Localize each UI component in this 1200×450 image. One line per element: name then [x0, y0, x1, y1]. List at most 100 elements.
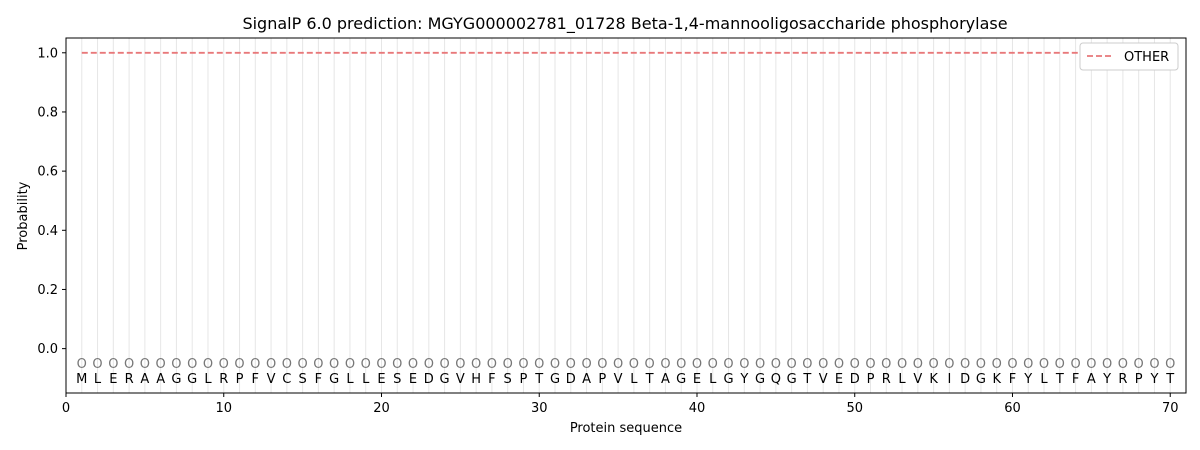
residue-label: G: [787, 372, 797, 387]
state-label: O: [187, 357, 197, 372]
residue-label: F: [1072, 372, 1079, 387]
residue-label: R: [219, 372, 228, 387]
state-label: O: [408, 357, 418, 372]
residue-label: I: [947, 372, 951, 387]
residue-label: P: [1135, 372, 1143, 387]
residue-label: Y: [1023, 372, 1032, 387]
y-axis-label: Probability: [16, 181, 31, 250]
residue-label: D: [960, 372, 970, 387]
state-label: O: [960, 357, 970, 372]
state-label: O: [676, 357, 686, 372]
residue-label: F: [315, 372, 322, 387]
state-label: O: [897, 357, 907, 372]
state-label: O: [645, 357, 655, 372]
residue-label: L: [346, 372, 354, 387]
residue-label: S: [504, 372, 512, 387]
residue-label: T: [1165, 372, 1174, 387]
state-label: O: [692, 357, 702, 372]
residue-label: E: [109, 372, 117, 387]
residue-label: P: [867, 372, 875, 387]
state-label: O: [597, 357, 607, 372]
state-label: O: [660, 357, 670, 372]
residue-label: F: [1009, 372, 1016, 387]
state-label: O: [834, 357, 844, 372]
state-label: O: [361, 357, 371, 372]
residue-label: D: [850, 372, 860, 387]
state-label: O: [282, 357, 292, 372]
residue-label: L: [94, 372, 102, 387]
state-label: O: [392, 357, 402, 372]
residue-label: V: [614, 372, 623, 387]
x-axis-ticks: 0 10 20 30 40 50 60 70: [62, 393, 1179, 416]
x-axis-label: Protein sequence: [570, 421, 682, 436]
state-label: O: [865, 357, 875, 372]
x-tick-label: 40: [689, 401, 706, 416]
state-label: O: [581, 357, 591, 372]
state-label: O: [439, 357, 449, 372]
state-label: O: [219, 357, 229, 372]
residue-label: L: [630, 372, 638, 387]
residue-label: F: [252, 372, 259, 387]
residue-label: K: [992, 372, 1001, 387]
residue-label: H: [471, 372, 481, 387]
residue-label: G: [755, 372, 765, 387]
residue-label: R: [882, 372, 891, 387]
state-label: O: [566, 357, 576, 372]
state-label: O: [156, 357, 166, 372]
residue-label: G: [329, 372, 339, 387]
state-label: O: [1070, 357, 1080, 372]
state-label: O: [944, 357, 954, 372]
state-label: O: [534, 357, 544, 372]
state-label: O: [1039, 357, 1049, 372]
residue-label: L: [1040, 372, 1048, 387]
residue-label: V: [913, 372, 922, 387]
residue-label: S: [393, 372, 401, 387]
state-label: O: [266, 357, 276, 372]
state-label: O: [976, 357, 986, 372]
y-tick-label: 0.4: [37, 224, 58, 239]
state-label: O: [1165, 357, 1175, 372]
x-tick-label: 50: [846, 401, 863, 416]
residue-label: V: [819, 372, 828, 387]
state-label: O: [629, 357, 639, 372]
state-label: O: [550, 357, 560, 372]
state-label: O: [1118, 357, 1128, 372]
state-label: O: [992, 357, 1002, 372]
x-tick-label: 30: [531, 401, 548, 416]
state-label: O: [140, 357, 150, 372]
state-label: O: [298, 357, 308, 372]
x-tick-label: 70: [1162, 401, 1179, 416]
residue-label: D: [424, 372, 434, 387]
residue-label: A: [1087, 372, 1096, 387]
residue-label: P: [520, 372, 528, 387]
y-axis-ticks: 0.0 0.2 0.4 0.6 0.8 1.0: [37, 46, 66, 357]
x-tick-label: 20: [373, 401, 390, 416]
state-label: O: [203, 357, 213, 372]
state-label: O: [124, 357, 134, 372]
state-label: O: [723, 357, 733, 372]
state-label: O: [487, 357, 497, 372]
residue-label: G: [171, 372, 181, 387]
state-label: O: [471, 357, 481, 372]
x-tick-label: 0: [62, 401, 70, 416]
residue-label: L: [362, 372, 370, 387]
state-label: O: [424, 357, 434, 372]
state-label: O: [1007, 357, 1017, 372]
residue-label: A: [582, 372, 591, 387]
state-label: O: [771, 357, 781, 372]
x-tick-label: 10: [215, 401, 232, 416]
residue-label: G: [676, 372, 686, 387]
residue-label: Q: [771, 372, 781, 387]
state-label: O: [613, 357, 623, 372]
y-tick-label: 0.6: [37, 165, 58, 180]
residue-label: A: [661, 372, 670, 387]
state-label: O: [739, 357, 749, 372]
plot-frame: [65, 37, 1187, 394]
state-label: O: [345, 357, 355, 372]
y-tick-label: 0.2: [37, 283, 58, 298]
residue-label: E: [835, 372, 843, 387]
chart-title: SignalP 6.0 prediction: MGYG000002781_01…: [242, 14, 1007, 34]
residue-label: P: [598, 372, 606, 387]
residue-label: G: [723, 372, 733, 387]
